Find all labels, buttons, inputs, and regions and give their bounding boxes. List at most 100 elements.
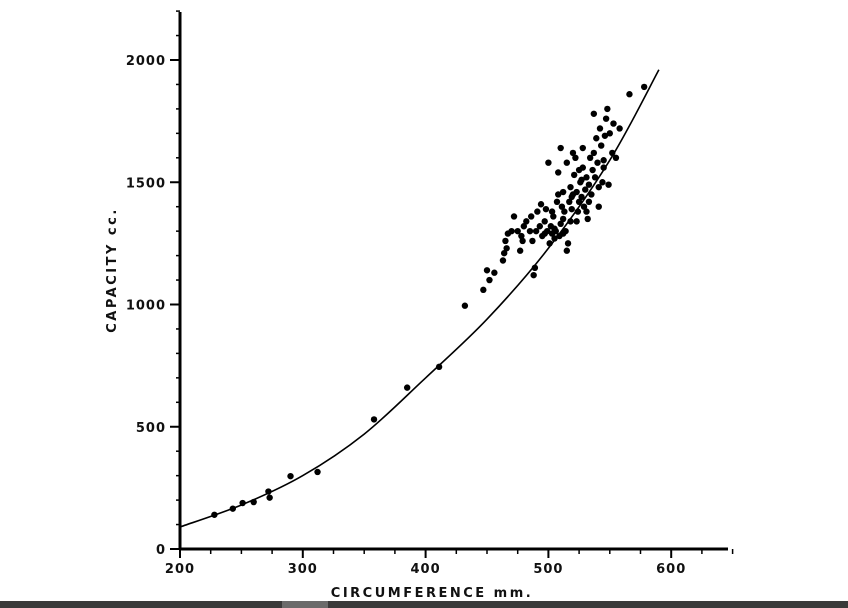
data-point xyxy=(555,191,562,198)
data-point xyxy=(569,149,577,157)
data-point xyxy=(573,188,580,196)
data-point xyxy=(604,105,611,113)
y-tick-label: 1500 xyxy=(126,176,166,191)
data-point xyxy=(616,125,623,132)
y-tick-label: 1000 xyxy=(126,299,166,314)
data-point xyxy=(532,227,540,235)
data-point xyxy=(541,218,548,225)
data-point xyxy=(266,494,273,501)
data-point xyxy=(568,205,575,213)
x-tick-label: 600 xyxy=(656,562,686,577)
scrollbar-thumb[interactable] xyxy=(282,601,328,608)
data-point xyxy=(559,188,567,196)
data-point xyxy=(558,203,566,210)
data-point xyxy=(599,179,606,186)
data-point xyxy=(568,193,575,201)
data-point xyxy=(480,286,487,294)
data-point xyxy=(530,271,537,279)
data-point xyxy=(570,171,578,179)
data-point xyxy=(557,144,564,152)
x-tick-label: 500 xyxy=(533,562,563,577)
data-point xyxy=(595,203,602,210)
data-point xyxy=(503,245,510,252)
data-point xyxy=(567,183,574,191)
data-point xyxy=(626,91,633,98)
data-point xyxy=(590,149,598,157)
data-point xyxy=(578,193,585,201)
data-point xyxy=(559,215,567,223)
data-point xyxy=(612,154,620,161)
data-point xyxy=(499,257,507,264)
data-point xyxy=(370,416,378,423)
data-point xyxy=(585,198,593,206)
data-point xyxy=(550,213,557,220)
data-point xyxy=(590,110,598,117)
y-tick-label: 500 xyxy=(136,421,166,436)
data-point xyxy=(486,276,493,284)
data-point xyxy=(314,468,321,476)
data-point xyxy=(574,208,582,215)
data-point xyxy=(585,181,593,188)
data-point xyxy=(593,135,600,142)
data-point xyxy=(542,205,550,213)
data-point xyxy=(640,83,648,91)
data-point xyxy=(584,215,591,223)
data-point xyxy=(573,218,580,225)
data-point xyxy=(529,237,536,245)
data-point xyxy=(595,183,602,191)
data-point xyxy=(589,166,596,174)
data-point xyxy=(435,363,443,371)
data-point xyxy=(600,157,607,164)
data-point xyxy=(514,227,521,235)
axes-layer xyxy=(178,12,728,551)
data-point xyxy=(508,227,515,235)
bottom-scrollbar[interactable] xyxy=(0,601,848,608)
data-point xyxy=(239,499,246,507)
data-point xyxy=(534,208,541,215)
data-point xyxy=(591,174,599,181)
data-point xyxy=(601,132,609,139)
y-tick-label: 2000 xyxy=(126,54,166,69)
data-point xyxy=(403,384,411,391)
data-point xyxy=(605,181,612,188)
data-points-layer xyxy=(211,83,648,518)
data-point xyxy=(575,166,583,174)
data-point xyxy=(483,267,491,274)
data-point xyxy=(606,130,613,137)
y-tick-label: 0 xyxy=(156,543,166,558)
data-point xyxy=(537,201,545,208)
data-point xyxy=(588,191,595,198)
data-point xyxy=(578,176,585,184)
x-tick-label: 200 xyxy=(165,562,195,577)
data-point xyxy=(229,505,237,512)
data-point xyxy=(563,247,571,254)
data-point xyxy=(555,169,562,176)
data-point xyxy=(563,159,571,166)
data-point xyxy=(610,120,617,127)
data-point xyxy=(551,235,558,242)
data-point xyxy=(586,154,594,161)
data-point xyxy=(566,198,573,206)
data-point xyxy=(250,498,257,506)
x-tick-label: 400 xyxy=(411,562,441,577)
data-point xyxy=(580,203,588,210)
data-point xyxy=(600,164,607,171)
data-point xyxy=(491,269,498,276)
data-point xyxy=(546,240,553,247)
data-point xyxy=(287,472,294,480)
data-point xyxy=(265,488,272,495)
data-point xyxy=(541,230,548,237)
x-tick-label: 300 xyxy=(288,562,318,577)
data-point xyxy=(561,208,568,215)
data-point xyxy=(596,125,604,132)
data-point xyxy=(557,220,564,228)
data-point xyxy=(461,302,469,309)
data-point xyxy=(564,240,572,247)
y-axis-title: CAPACITY cc. xyxy=(105,207,120,333)
data-point xyxy=(567,218,574,225)
data-point xyxy=(528,213,535,220)
data-point xyxy=(510,213,518,220)
data-point xyxy=(518,232,525,240)
data-point xyxy=(598,142,605,149)
